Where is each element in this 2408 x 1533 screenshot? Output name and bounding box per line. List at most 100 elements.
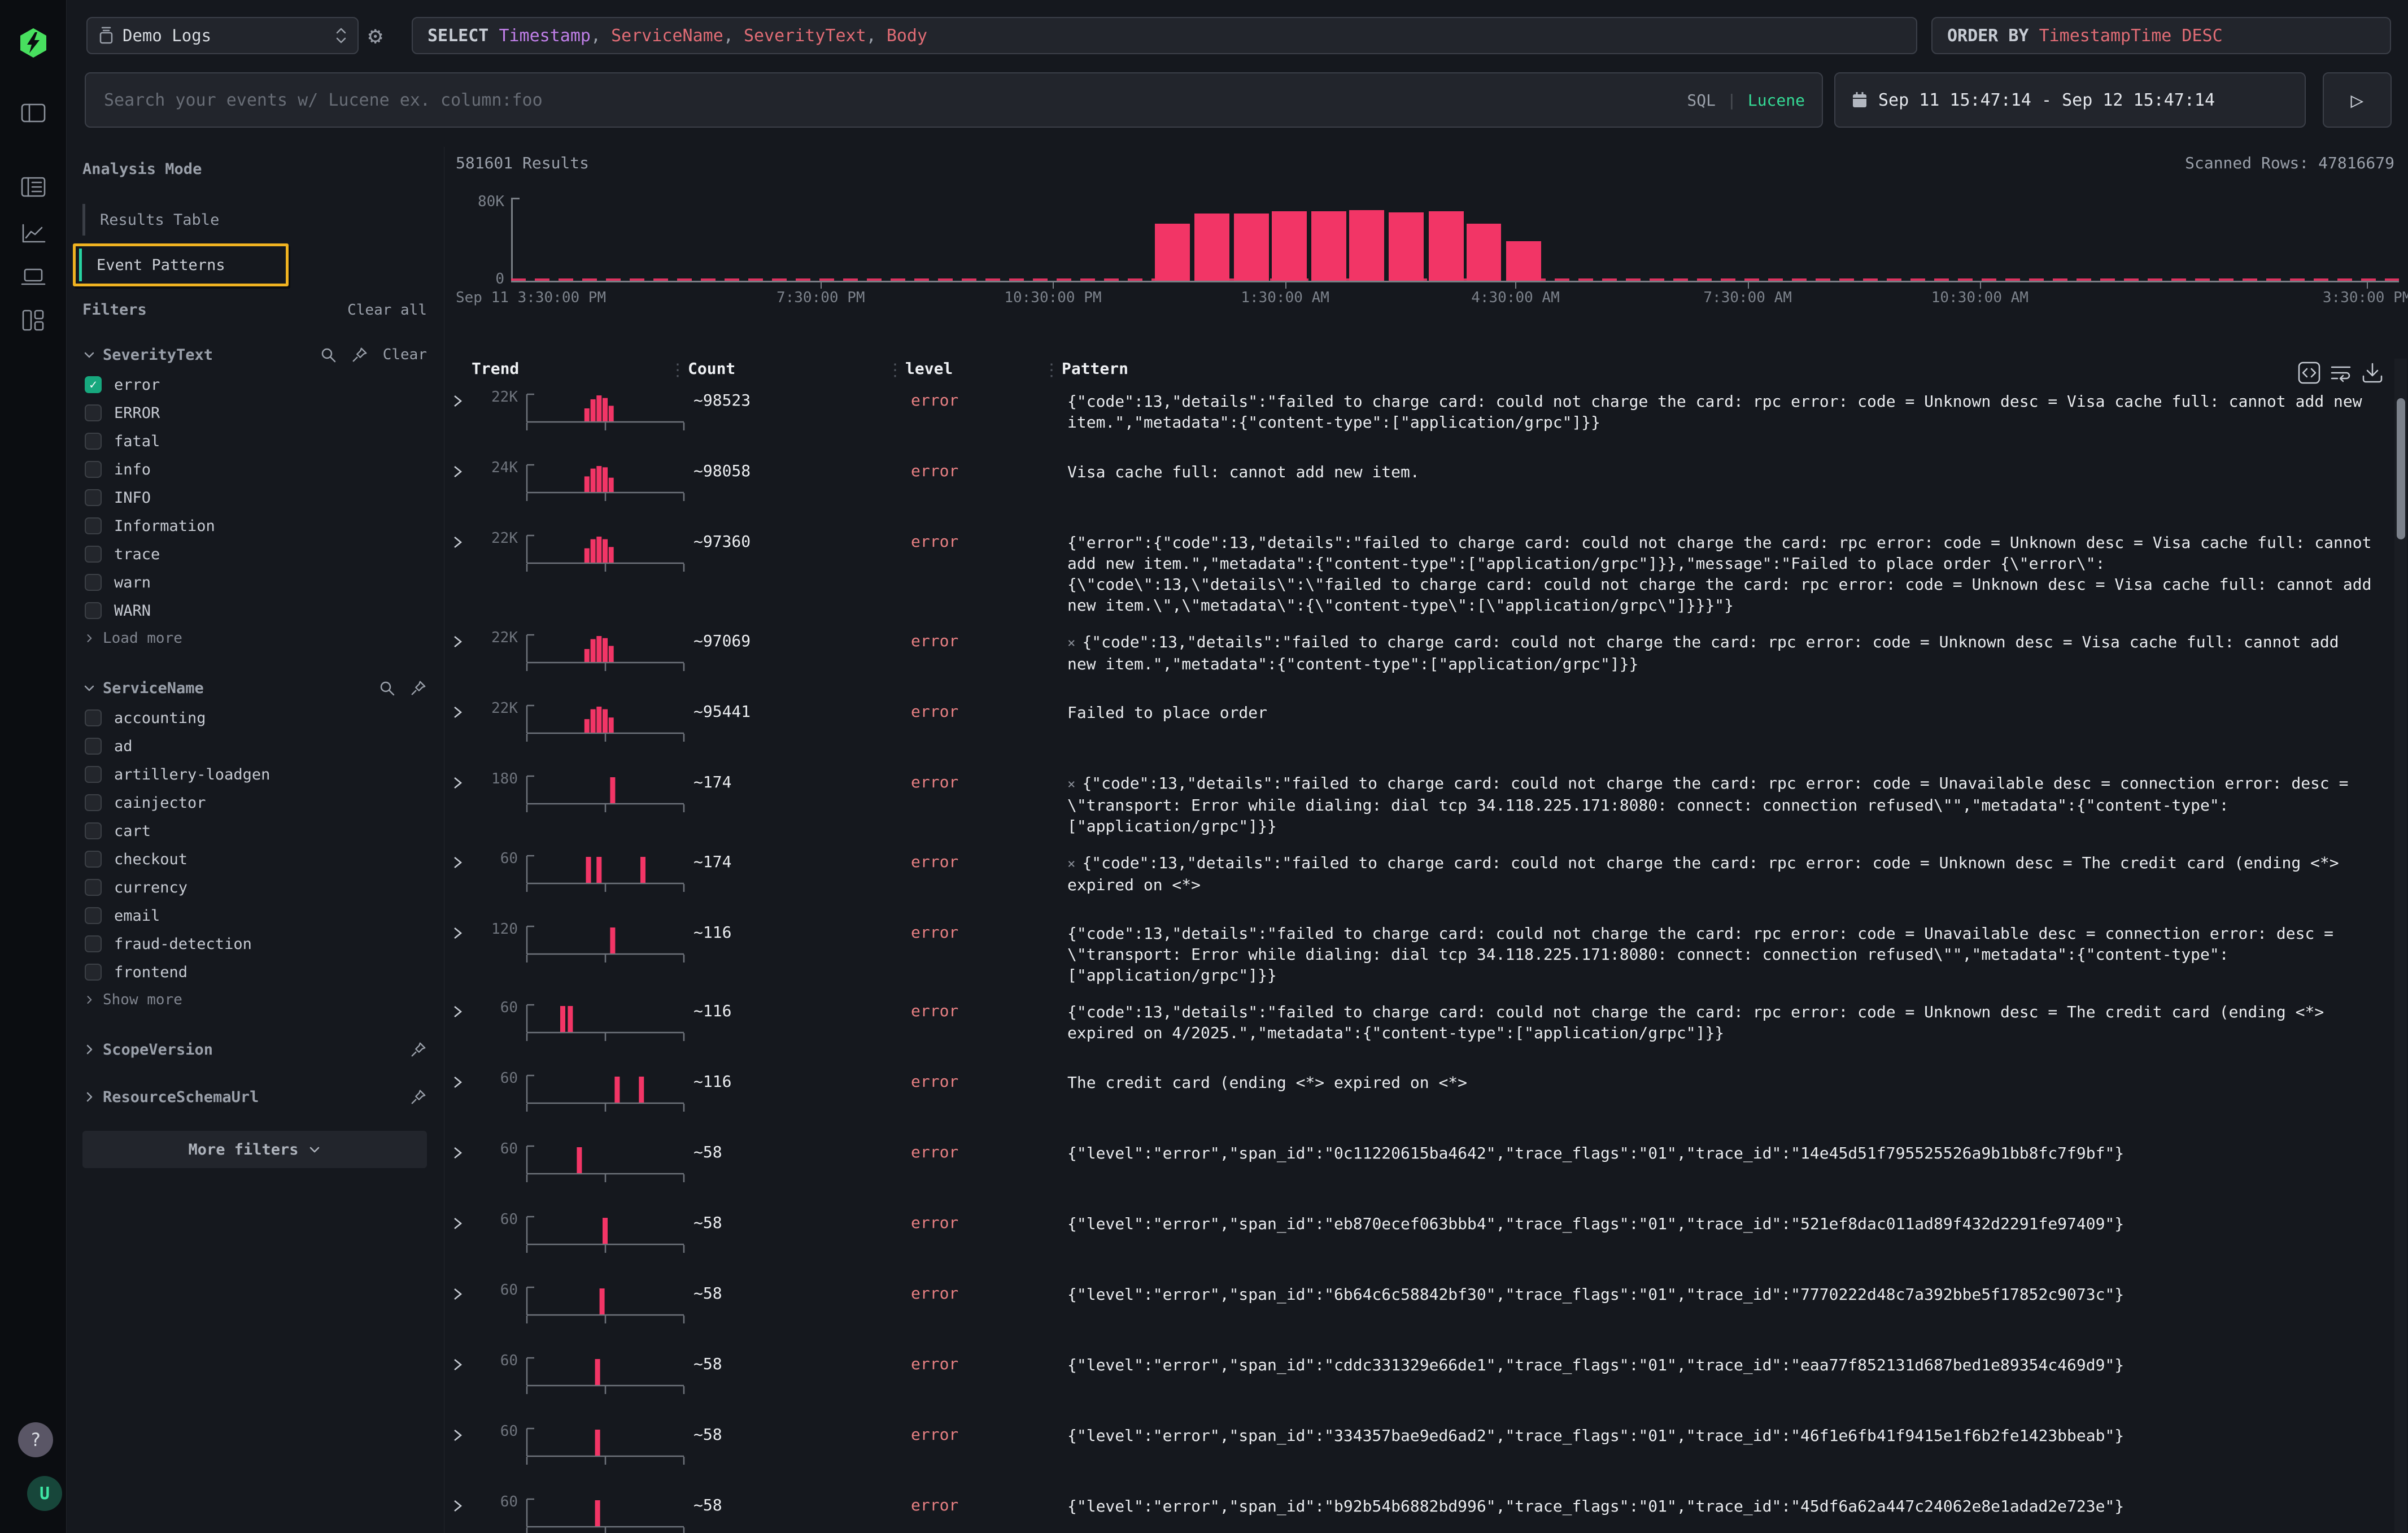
filter-group-severitytext[interactable]: SeverityText Clear — [82, 343, 427, 366]
pattern-row[interactable]: 60 ~58 error {"level":"error","span_id":… — [444, 1493, 2393, 1533]
pin-icon[interactable] — [410, 1041, 427, 1058]
checkbox[interactable] — [85, 964, 102, 981]
hyperdx-logo[interactable] — [18, 27, 49, 58]
analysis-mode-results-table[interactable]: Results Table — [82, 204, 427, 236]
expand-row-icon[interactable] — [450, 460, 478, 480]
filter-option-error[interactable]: ✓ error — [82, 371, 427, 399]
filter-option-WARN[interactable]: WARN — [82, 596, 427, 625]
expand-row-icon[interactable] — [450, 1142, 478, 1161]
expand-row-icon[interactable] — [450, 1353, 478, 1373]
more-filters-button[interactable]: More filters — [82, 1131, 427, 1168]
pattern-row[interactable]: 60 ~58 error {"level":"error","span_id":… — [444, 1211, 2393, 1283]
run-query-button[interactable]: ▷ — [2323, 72, 2392, 128]
pin-icon[interactable] — [351, 346, 368, 363]
filter-option-fraud-detection[interactable]: fraud-detection — [82, 930, 427, 958]
expand-row-icon[interactable] — [450, 531, 478, 550]
checkbox[interactable] — [85, 602, 102, 619]
expand-row-icon[interactable] — [450, 922, 478, 941]
filter-option-email[interactable]: email — [82, 901, 427, 930]
histogram-bar[interactable] — [1311, 211, 1347, 281]
checkbox[interactable] — [85, 822, 102, 839]
pattern-row[interactable]: 22K ~95441 error Failed to place order — [444, 700, 2393, 772]
filter-option-info[interactable]: info — [82, 455, 427, 484]
histogram-bar[interactable] — [1466, 223, 1502, 281]
expand-row-icon[interactable] — [450, 772, 478, 791]
checkbox[interactable] — [85, 489, 102, 506]
checkbox-checked[interactable]: ✓ — [85, 376, 102, 393]
histogram-bar[interactable] — [1428, 211, 1464, 281]
checkbox[interactable] — [85, 935, 102, 952]
column-header-count[interactable]: Count — [688, 359, 736, 378]
pattern-row[interactable]: 60 ~116 error {"code":13,"details":"fail… — [444, 999, 2393, 1071]
expand-row-icon[interactable] — [450, 1000, 478, 1020]
pin-icon[interactable] — [410, 680, 427, 696]
view-source-icon[interactable] — [2297, 360, 2322, 385]
filter-option-ad[interactable]: ad — [82, 732, 427, 760]
filter-option-INFO[interactable]: INFO — [82, 484, 427, 512]
column-resize-handle[interactable]: ⋮ — [887, 360, 904, 380]
checkbox[interactable] — [85, 461, 102, 478]
sidebar-toggle-icon[interactable] — [20, 103, 46, 123]
filter-option-ERROR[interactable]: ERROR — [82, 399, 427, 427]
histogram-bar[interactable] — [1506, 241, 1541, 281]
filter-option-frontend[interactable]: frontend — [82, 958, 427, 986]
checkbox[interactable] — [85, 738, 102, 755]
filter-option-currency[interactable]: currency — [82, 873, 427, 901]
expand-row-icon[interactable] — [450, 390, 478, 409]
gear-icon[interactable]: ⚙ — [368, 21, 383, 49]
histogram-bar[interactable] — [1389, 212, 1424, 281]
wrap-lines-icon[interactable] — [2328, 360, 2353, 385]
pattern-row[interactable]: 60 ~58 error {"level":"error","span_id":… — [444, 1423, 2393, 1495]
mode-lucene[interactable]: Lucene — [1747, 90, 1805, 110]
pattern-row[interactable]: 180 ~174 error × {"code":13,"details":"fa… — [444, 770, 2393, 851]
filter-option-accounting[interactable]: accounting — [82, 704, 427, 732]
checkbox[interactable] — [85, 433, 102, 450]
pattern-row[interactable]: 60 ~58 error {"level":"error","span_id":… — [444, 1352, 2393, 1424]
histogram-bar[interactable] — [1349, 210, 1385, 281]
pattern-row[interactable]: 22K ~97069 error × {"code":13,"details":"… — [444, 629, 2393, 701]
expand-row-icon[interactable] — [450, 851, 478, 870]
filter-group-resourceschemaurl[interactable]: ResourceSchemaUrl — [82, 1086, 427, 1108]
checkbox[interactable] — [85, 404, 102, 421]
search-bar[interactable]: SQL | Lucene — [85, 72, 1823, 128]
search-icon[interactable] — [320, 346, 337, 363]
pattern-row[interactable]: 22K ~97360 error {"error":{"code":13,"de… — [444, 530, 2393, 630]
column-resize-handle[interactable]: ⋮ — [1043, 360, 1060, 380]
download-icon[interactable] — [2360, 360, 2385, 385]
order-by-editor[interactable]: ORDER BY TimestampTime DESC — [1931, 17, 2391, 54]
pattern-row[interactable]: 60 ~174 error × {"code":13,"details":"fai… — [444, 850, 2393, 922]
clear-group-button[interactable]: Clear — [382, 346, 427, 363]
column-header-trend[interactable]: Trend — [472, 359, 520, 378]
filter-group-scopeversion[interactable]: ScopeVersion — [82, 1038, 427, 1061]
logs-icon[interactable] — [20, 176, 46, 198]
scrollbar-track[interactable] — [2394, 359, 2407, 1533]
checkbox[interactable] — [85, 851, 102, 868]
filter-option-warn[interactable]: warn — [82, 568, 427, 596]
filter-option-cainjector[interactable]: cainjector — [82, 789, 427, 817]
filter-group-servicename[interactable]: ServiceName — [82, 677, 427, 699]
checkbox[interactable] — [85, 574, 102, 591]
checkbox[interactable] — [85, 794, 102, 811]
laptop-icon[interactable] — [20, 267, 46, 288]
checkbox[interactable] — [85, 879, 102, 896]
pattern-row[interactable]: 60 ~58 error {"level":"error","span_id":… — [444, 1282, 2393, 1353]
pattern-row[interactable]: 22K ~98523 error {"code":13,"details":"f… — [444, 390, 2393, 460]
mode-sql[interactable]: SQL — [1687, 90, 1716, 110]
sql-select-editor[interactable]: SELECT Timestamp, ServiceName, SeverityT… — [412, 17, 1917, 54]
histogram-plot[interactable]: 80K 0 — [478, 193, 2399, 289]
expand-row-icon[interactable] — [450, 1495, 478, 1514]
expand-row-icon[interactable] — [450, 1212, 478, 1231]
histogram-bar[interactable] — [1234, 213, 1270, 281]
expand-row-icon[interactable] — [450, 1283, 478, 1302]
pattern-row[interactable]: 60 ~116 error The credit card (ending <*… — [444, 1070, 2393, 1142]
expand-row-icon[interactable] — [450, 1071, 478, 1090]
histogram-bar[interactable] — [1154, 223, 1190, 281]
column-resize-handle[interactable]: ⋮ — [669, 360, 686, 380]
filter-option-cart[interactable]: cart — [82, 817, 427, 845]
pattern-row[interactable]: 24K ~98058 error Visa cache full: cannot… — [444, 459, 2393, 531]
column-header-level[interactable]: level — [905, 359, 953, 378]
pattern-row[interactable]: 120 ~116 error {"code":13,"details":"fai… — [444, 921, 2393, 1000]
expand-row-icon[interactable] — [450, 1424, 478, 1443]
expand-row-icon[interactable] — [450, 630, 478, 650]
checkbox[interactable] — [85, 546, 102, 563]
